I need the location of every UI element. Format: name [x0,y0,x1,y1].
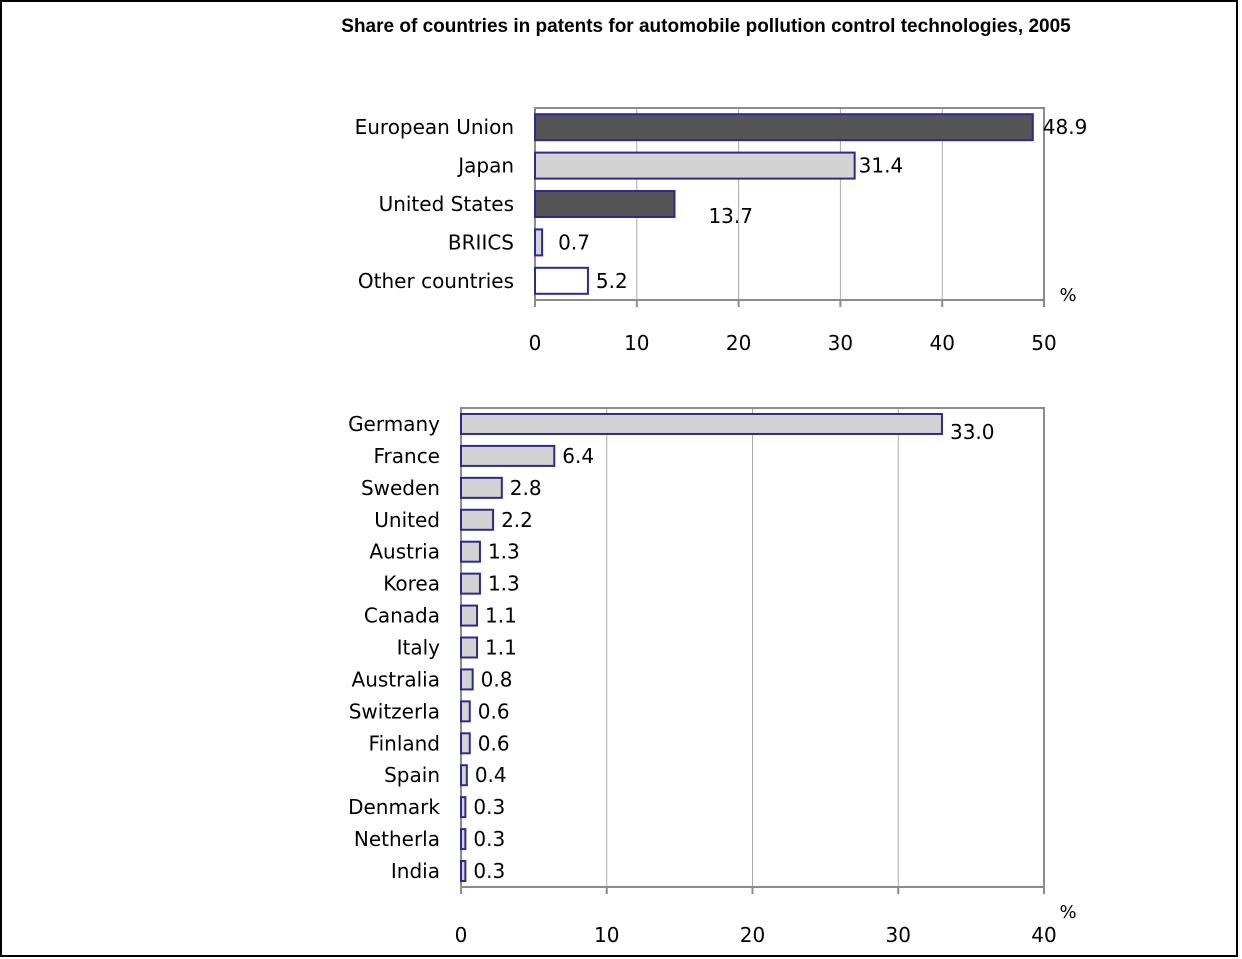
chart2-value-label: 0.3 [473,827,505,851]
chart2-bar [460,764,468,787]
chart1-value-label: 5.2 [596,269,628,293]
chart1-value-label: 0.7 [558,230,590,254]
chart2-bar [460,860,467,883]
chart2-category-label: Germany [348,412,440,436]
chart2-bar [460,572,481,595]
chart2-bar [460,828,467,851]
chart1-category-label: BRIICS [448,230,514,254]
chart1-category-label: United States [379,192,514,216]
chart2-category-label: Australia [352,667,440,691]
chart2-category-label: Sweden [361,476,440,500]
chart2-value-label: 0.3 [473,795,505,819]
chart2-bar [460,636,479,659]
chart1-unit-label: % [1059,285,1076,306]
chart1-tick-label: 20 [726,331,751,355]
chart2-category-label: Canada [364,604,440,628]
chart2-value-label: 2.8 [510,476,542,500]
chart1-category-label: European Union [355,115,514,139]
chart2-bar [460,540,481,563]
chart1-tick-label: 40 [929,331,954,355]
chart2-category-label: India [391,859,440,883]
chart2-bar [460,732,471,755]
chart1-tick-label: 10 [624,331,649,355]
chart1-category-label: Other countries [358,269,514,293]
chart1-category-label: Japan [456,154,514,178]
chart2-category-label: Korea [383,572,440,596]
chart2-category-label: United [374,508,440,532]
chart2-category-label: Italy [397,636,441,660]
chart2-value-label: 1.1 [485,604,517,628]
chart2-value-label: 0.6 [478,731,510,755]
chart1-tick-label: 30 [828,331,853,355]
chart1-tick-label: 50 [1031,331,1056,355]
chart2-bar [460,508,495,531]
chart2-value-label: 1.3 [488,572,520,596]
chart2-value-label: 2.2 [501,508,533,532]
chart1-value-label: 48.9 [1043,115,1088,139]
chart2-value-label: 0.8 [481,667,513,691]
chart1-bar [534,113,1034,142]
chart1-value-label: 13.7 [708,204,753,228]
chart1-bar [534,151,856,180]
chart2-category-label: Finland [369,731,440,755]
chart2-bar [460,444,556,467]
chart2-bar [460,668,474,691]
chart2-tick-label: 30 [886,923,911,947]
chart2-bar [460,700,471,723]
chart2-bar [460,412,943,435]
chart2-category-label: Denmark [348,795,440,819]
chart2-tick-label: 40 [1031,923,1056,947]
chart2-category-label: Switzerla [349,699,440,723]
chart2-bar [460,476,503,499]
chart1-tick-label: 0 [529,331,542,355]
chart2-value-label: 1.1 [485,636,517,660]
chart2-value-label: 0.4 [475,763,507,787]
chart2-category-label: Netherla [354,827,440,851]
chart1-value-label: 31.4 [859,154,904,178]
chart-title: Share of countries in patents for automo… [341,16,1071,37]
chart2-value-label: 1.3 [488,540,520,564]
chart1-bar [534,190,676,218]
chart2-bar [460,604,479,627]
chart1-bar [534,266,589,295]
chart2-value-label: 0.6 [478,699,510,723]
chart2-value-label: 33.0 [950,420,995,444]
chart2-category-label: Austria [369,540,440,564]
chart2-tick-label: 20 [740,923,765,947]
chart2-tick-label: 0 [455,923,468,947]
chart2-value-label: 0.3 [473,859,505,883]
chart2-category-label: Spain [384,763,440,787]
chart2-value-label: 6.4 [562,444,594,468]
chart2-tick-label: 10 [594,923,619,947]
chart2-bar [460,796,467,819]
chart2-unit-label: % [1059,902,1076,923]
chart1-bar [534,228,544,257]
chart2-category-label: France [373,444,440,468]
